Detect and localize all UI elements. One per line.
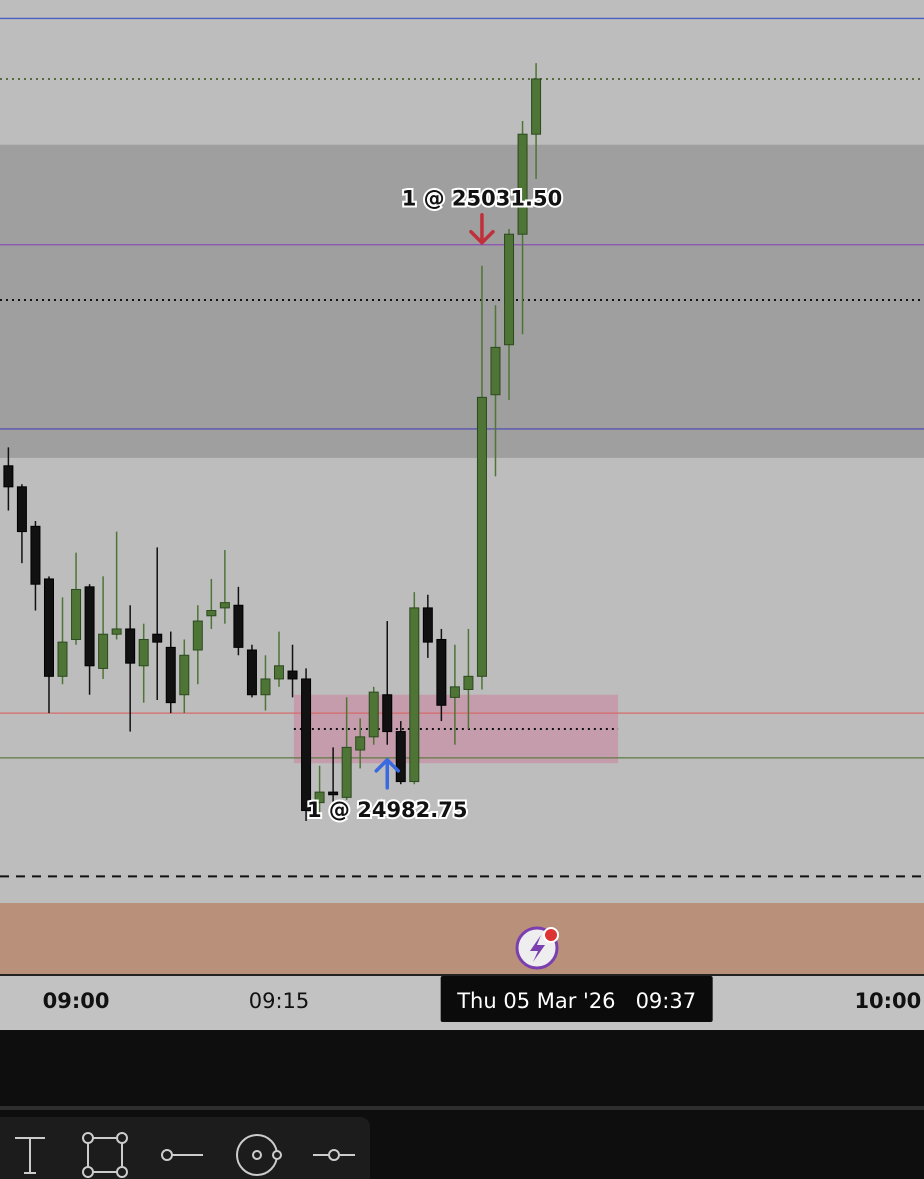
candle-body [409, 607, 420, 783]
candle-body [287, 670, 298, 680]
toolbar [0, 1117, 370, 1179]
x-tick-label: 09:00 [43, 989, 110, 1013]
ray-tool[interactable] [161, 1149, 203, 1161]
candle-body [490, 346, 501, 396]
rectangle-tool[interactable] [82, 1132, 128, 1178]
trade-label: 1 @ 24982.75 [307, 798, 468, 822]
candle-body [233, 604, 244, 648]
trade-arrow [374, 758, 400, 790]
trade-arrow [469, 212, 495, 245]
trade-label: 1 @ 25031.50 [402, 187, 563, 211]
candle-body [71, 588, 82, 640]
candle-body [422, 607, 433, 643]
candle-body [98, 633, 109, 669]
x-tick-label: 09:15 [249, 989, 310, 1013]
candle-body [246, 649, 257, 696]
event-icon[interactable] [515, 926, 559, 970]
candle-body [152, 633, 163, 643]
candle-body [395, 731, 406, 783]
candle-body [449, 686, 460, 698]
candle-body [125, 628, 136, 664]
candle-body [517, 133, 528, 235]
candle-body [111, 628, 122, 635]
candle-body [43, 578, 54, 677]
candle-body [463, 675, 474, 690]
crosshair-label: Thu 05 Mar '26 09:37 [456, 989, 696, 1013]
candle-body [436, 638, 447, 706]
candle-body [179, 654, 190, 696]
circle-tool[interactable] [236, 1134, 282, 1176]
indicator-panel [0, 903, 924, 975]
candle-body [192, 620, 203, 651]
horizontal-line-tool[interactable] [313, 1149, 355, 1161]
candle-body [16, 486, 27, 533]
candle-body [84, 586, 95, 667]
candle-body [273, 665, 284, 680]
candle-body [3, 465, 14, 488]
candle-body [355, 736, 366, 751]
candle-body [219, 602, 230, 609]
candle-body [368, 691, 379, 738]
zone [0, 144, 924, 458]
candle-body [138, 638, 149, 667]
candle-body [57, 641, 68, 677]
candle-body [328, 791, 339, 796]
candle-body [165, 646, 176, 704]
divider [0, 1106, 924, 1110]
x-tick-label: 10:00 [854, 989, 921, 1013]
candle-body [260, 678, 271, 696]
candle-body [30, 525, 41, 585]
candle-body [382, 694, 393, 733]
crosshair-label-box [440, 976, 713, 1022]
text-tool[interactable] [15, 1137, 45, 1174]
candle-body [504, 233, 515, 346]
candle-body [206, 610, 217, 617]
candle-body [341, 746, 352, 798]
candle-body [476, 396, 487, 677]
candle-body [301, 678, 312, 812]
candle-body [531, 78, 542, 135]
candle-body [314, 791, 325, 804]
